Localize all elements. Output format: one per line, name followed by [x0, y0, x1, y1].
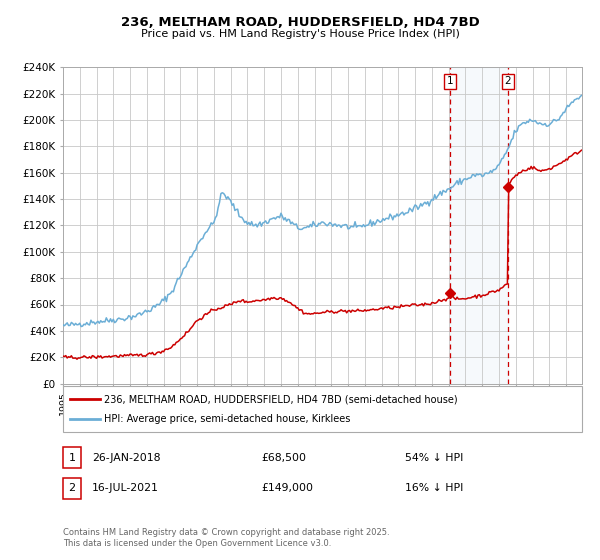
Text: 2: 2: [505, 76, 511, 86]
Text: 26-JAN-2018: 26-JAN-2018: [92, 452, 160, 463]
Text: 236, MELTHAM ROAD, HUDDERSFIELD, HD4 7BD (semi-detached house): 236, MELTHAM ROAD, HUDDERSFIELD, HD4 7BD…: [104, 394, 457, 404]
Text: 16-JUL-2021: 16-JUL-2021: [92, 483, 158, 493]
Text: 54% ↓ HPI: 54% ↓ HPI: [405, 452, 463, 463]
Text: Contains HM Land Registry data © Crown copyright and database right 2025.
This d: Contains HM Land Registry data © Crown c…: [63, 528, 389, 548]
Text: 16% ↓ HPI: 16% ↓ HPI: [405, 483, 463, 493]
Text: 1: 1: [68, 452, 76, 463]
Text: £68,500: £68,500: [261, 452, 306, 463]
Text: 2: 2: [68, 483, 76, 493]
Text: Price paid vs. HM Land Registry's House Price Index (HPI): Price paid vs. HM Land Registry's House …: [140, 29, 460, 39]
Bar: [450, 67, 508, 384]
Text: HPI: Average price, semi-detached house, Kirklees: HPI: Average price, semi-detached house,…: [104, 414, 350, 424]
Text: 1: 1: [446, 76, 453, 86]
Text: 236, MELTHAM ROAD, HUDDERSFIELD, HD4 7BD: 236, MELTHAM ROAD, HUDDERSFIELD, HD4 7BD: [121, 16, 479, 29]
Text: £149,000: £149,000: [261, 483, 313, 493]
